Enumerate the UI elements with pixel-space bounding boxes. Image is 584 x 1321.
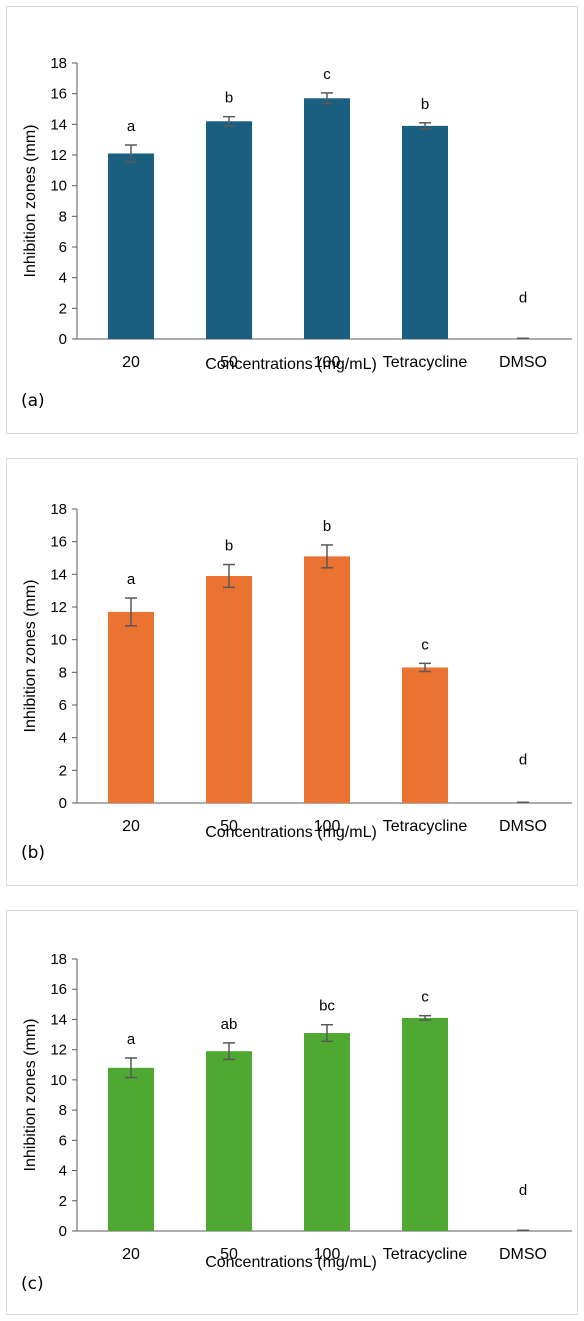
y-tick-label: 8 <box>59 1102 67 1119</box>
y-tick-label: 18 <box>50 55 67 72</box>
y-tick-label: 8 <box>59 208 67 225</box>
x-axis-title: Concentrations (mg/mL) <box>205 356 377 373</box>
x-tick-label: 100 <box>314 354 341 371</box>
x-tick-label: DMSO <box>499 354 547 371</box>
x-tick-label: DMSO <box>499 1246 547 1263</box>
significance-letter: a <box>127 118 136 135</box>
y-axis-title: Inhibition zones (mm) <box>22 1019 39 1172</box>
x-tick-label: 20 <box>122 354 140 371</box>
significance-letter: c <box>323 66 331 83</box>
significance-letter: b <box>225 538 233 555</box>
x-tick-label: DMSO <box>499 818 547 835</box>
y-tick-label: 0 <box>59 1223 67 1240</box>
x-axis-title: Concentrations (mg/mL) <box>205 1254 377 1271</box>
x-axis-title: Concentrations (mg/mL) <box>205 824 377 841</box>
x-tick-label: Tetracycline <box>383 818 468 835</box>
significance-letter: c <box>421 989 429 1006</box>
bar-tetracycline <box>402 1017 448 1231</box>
bar-chart-a: 0 2 4 6 8 10 12 14 16 18 a 20 b 50 c 100 b Tetracycline d D… <box>22 55 572 373</box>
bar-tetracycline <box>402 125 448 339</box>
bar-tetracycline <box>402 667 448 803</box>
x-tick-label: 50 <box>220 818 238 835</box>
bar-50 <box>206 1051 252 1231</box>
y-tick-label: 12 <box>50 1042 67 1059</box>
significance-letter: a <box>127 571 136 588</box>
panel-label-b: (b) <box>21 843 46 863</box>
significance-letter: b <box>421 96 429 113</box>
y-tick-label: 14 <box>50 566 67 583</box>
significance-letter: b <box>323 518 331 535</box>
y-tick-label: 16 <box>50 86 67 103</box>
x-tick-label: 50 <box>220 1246 238 1263</box>
significance-letter: a <box>127 1031 136 1048</box>
y-tick-label: 2 <box>59 300 67 317</box>
bar-chart-c: 0 2 4 6 8 10 12 14 16 18 a 20 ab 50 bc 100 c Tetracycline… <box>22 951 572 1271</box>
y-axis-title: Inhibition zones (mm) <box>22 125 39 278</box>
panel-label-c: (c) <box>21 1274 44 1294</box>
y-tick-label: 12 <box>50 147 67 164</box>
significance-letter: c <box>421 636 429 653</box>
y-axis-title: Inhibition zones (mm) <box>22 580 39 733</box>
x-tick-label: 50 <box>220 354 238 371</box>
chart-panel-b: 0 2 4 6 8 10 12 14 16 18 a 20 b 50 b 100 c Tetracycline d D… <box>6 458 578 886</box>
x-tick-label: 100 <box>314 818 341 835</box>
y-tick-label: 0 <box>59 331 67 348</box>
y-tick-label: 2 <box>59 762 67 779</box>
x-tick-label: 100 <box>314 1246 341 1263</box>
bar-50 <box>206 575 252 803</box>
significance-letter: d <box>519 1182 527 1199</box>
y-tick-label: 4 <box>59 1163 67 1180</box>
bar-20 <box>108 153 154 339</box>
y-tick-label: 18 <box>50 501 67 518</box>
significance-letter: d <box>519 751 527 768</box>
y-tick-label: 16 <box>50 981 67 998</box>
bar-100 <box>304 98 350 340</box>
chart-panel-a: 0 2 4 6 8 10 12 14 16 18 a 20 b 50 c 100 b Tetracycline d D… <box>6 6 578 434</box>
significance-letter: bc <box>319 998 335 1015</box>
y-tick-label: 2 <box>59 1193 67 1210</box>
y-tick-label: 6 <box>59 239 67 256</box>
bar-20 <box>108 1067 154 1231</box>
x-tick-label: Tetracycline <box>383 1246 468 1263</box>
x-tick-label: 20 <box>122 1246 140 1263</box>
x-tick-label: 20 <box>122 818 140 835</box>
bar-100 <box>304 556 350 803</box>
panel-label-a: (a) <box>21 391 45 411</box>
y-tick-label: 8 <box>59 664 67 681</box>
significance-letter: d <box>519 289 527 306</box>
y-tick-label: 6 <box>59 697 67 714</box>
x-tick-label: Tetracycline <box>383 354 468 371</box>
bar-chart-b: 0 2 4 6 8 10 12 14 16 18 a 20 b 50 b 100 c Tetracycline d D… <box>22 501 572 841</box>
y-tick-label: 4 <box>59 730 67 747</box>
significance-letter: b <box>225 90 233 107</box>
significance-letter: ab <box>221 1016 238 1033</box>
y-tick-label: 16 <box>50 534 67 551</box>
y-tick-label: 10 <box>50 178 67 195</box>
bar-100 <box>304 1033 350 1231</box>
y-tick-label: 14 <box>50 1011 67 1028</box>
y-tick-label: 14 <box>50 116 67 133</box>
bar-20 <box>108 611 154 803</box>
y-tick-label: 4 <box>59 270 67 287</box>
y-tick-label: 6 <box>59 1132 67 1149</box>
y-tick-label: 10 <box>50 1072 67 1089</box>
y-tick-label: 10 <box>50 632 67 649</box>
chart-panel-c: 0 2 4 6 8 10 12 14 16 18 a 20 ab 50 bc 100 c Tetracycline… <box>6 910 578 1315</box>
bar-50 <box>206 121 252 340</box>
y-tick-label: 0 <box>59 795 67 812</box>
y-tick-label: 18 <box>50 951 67 968</box>
y-tick-label: 12 <box>50 599 67 616</box>
